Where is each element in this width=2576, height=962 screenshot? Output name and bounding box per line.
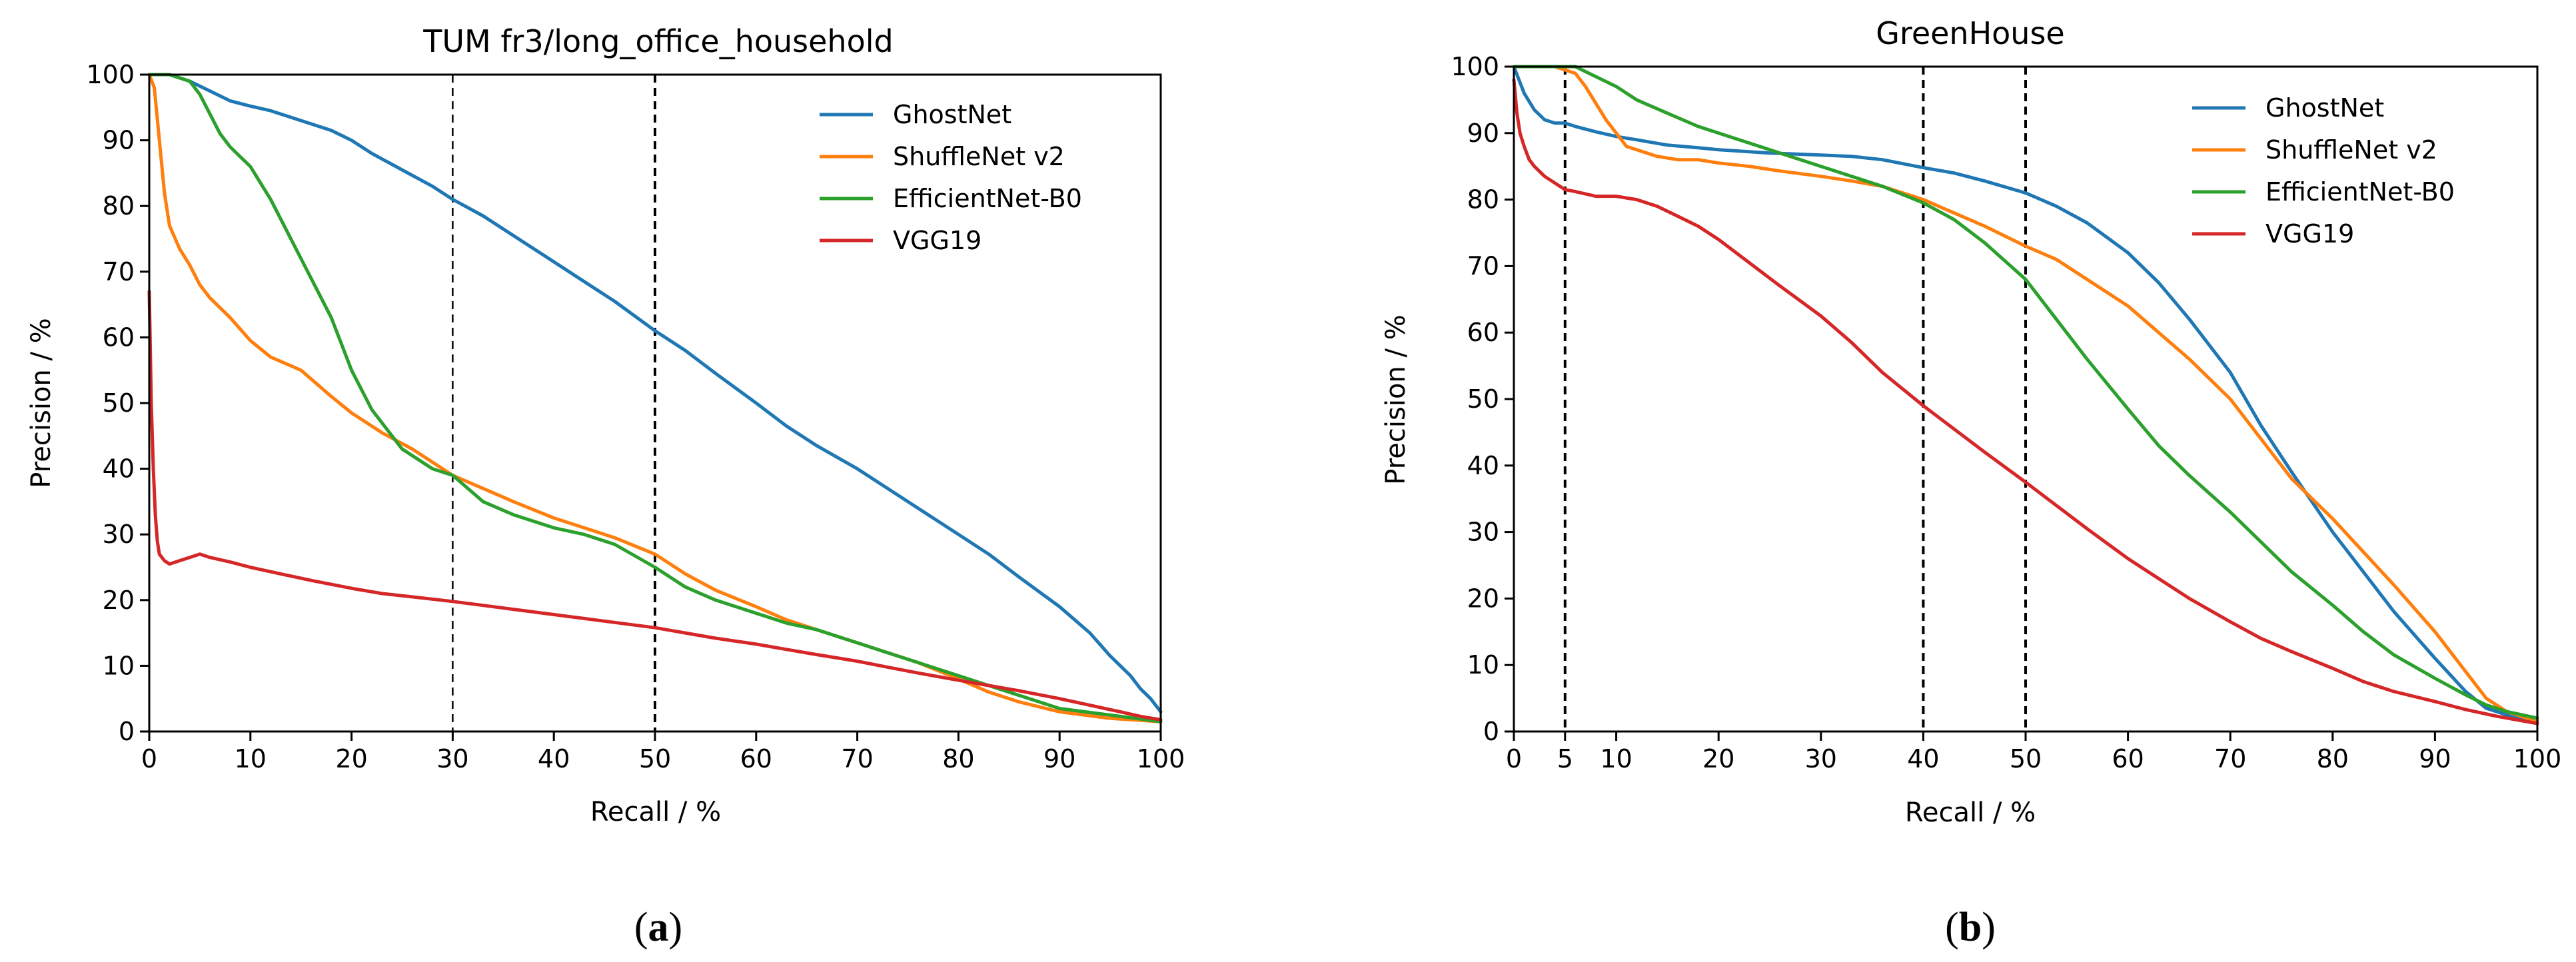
chart-b-xlabel: Recall / % <box>1905 797 2036 828</box>
chart-a-ytick-label-0: 0 <box>119 717 135 746</box>
chart-a: TUM fr3/long_office_household 0 10 20 30 40 5… <box>26 23 1185 950</box>
chart-a-ytick-label-10: 10 <box>103 651 135 680</box>
chart-b-title: GreenHouse <box>1876 15 2064 51</box>
chart-b-plot: 0 5 10 20 30 40 50 60 70 80 90 100 0 10 20 30 40 50 60 70 80… <box>1451 52 2561 773</box>
chart-b-ytick-label-100: 100 <box>1451 52 1499 81</box>
chart-b-ytick-label-90: 90 <box>1467 119 1499 148</box>
chart-b-legend-label-efficientnet-b0: EfficientNet-B0 <box>2265 177 2455 207</box>
chart-b-panel-label: (b) <box>1945 905 1996 950</box>
chart-a-legend-label-ghostnet: GhostNet <box>893 100 1011 129</box>
chart-b-xtick-label-20: 20 <box>1702 744 1734 773</box>
chart-a-xtick-label-10: 10 <box>235 744 267 773</box>
chart-b-ytick-label-80: 80 <box>1467 185 1499 215</box>
chart-a-ylabel: Precision / % <box>26 318 57 488</box>
chart-a-panel-label: (a) <box>634 905 682 950</box>
chart-a-xtick-label-0: 0 <box>141 744 157 773</box>
chart-a-xtick-label-20: 20 <box>335 744 367 773</box>
chart-b-ytick-label-0: 0 <box>1483 717 1499 746</box>
chart-a-ytick-label-60: 60 <box>103 322 135 352</box>
chart-b-series-shufflenet-v2 <box>1512 65 2539 723</box>
chart-a-legend-label-vgg19: VGG19 <box>893 226 981 255</box>
chart-b-xtick-label-90: 90 <box>2419 744 2451 773</box>
chart-a-ytick-label-20: 20 <box>103 586 135 615</box>
chart-a-series-ghostnet <box>147 73 1163 714</box>
chart-a-xlabel: Recall / % <box>590 797 721 827</box>
chart-b-ytick-label-20: 20 <box>1467 584 1499 613</box>
chart-b-legend: GhostNet ShuffleNet v2 EfficientNet-B0 VGG1… <box>2192 93 2455 248</box>
chart-b: GreenHouse 0 5 10 20 30 40 50 60 70 80 90 100 0 10 20 3… <box>1381 15 2561 950</box>
chart-b-ytick-label-30: 30 <box>1467 518 1499 547</box>
chart-b-xtick-label-0: 0 <box>1506 744 1522 773</box>
chart-a-legend-label-shufflenet-v2: ShuffleNet v2 <box>893 142 1065 171</box>
chart-b-xtick-label-5: 5 <box>1557 744 1573 773</box>
chart-a-ytick-label-70: 70 <box>103 257 135 286</box>
chart-b-ylabel: Precision / % <box>1381 314 1411 484</box>
chart-a-xtick-label-80: 80 <box>942 744 974 773</box>
chart-b-panel-letter: b <box>1959 905 1982 950</box>
chart-b-xtick-label-30: 30 <box>1805 744 1837 773</box>
chart-b-xtick-label-50: 50 <box>2010 744 2042 773</box>
chart-a-xtick-label-50: 50 <box>639 744 671 773</box>
chart-b-legend-label-shufflenet-v2: ShuffleNet v2 <box>2265 135 2437 165</box>
chart-b-xtick-label-40: 40 <box>1907 744 1939 773</box>
chart-b-panel-open: ( <box>1945 905 1959 950</box>
chart-b-xtick-label-70: 70 <box>2214 744 2246 773</box>
chart-b-xtick-label-10: 10 <box>1600 744 1632 773</box>
chart-b-legend-label-vgg19: VGG19 <box>2265 219 2354 248</box>
chart-a-xtick-label-60: 60 <box>740 744 772 773</box>
chart-a-legend: GhostNet ShuffleNet v2 EfficientNet-B0 VGG1… <box>820 100 1082 255</box>
chart-a-series-vgg19 <box>147 289 1163 722</box>
chart-b-legend-label-ghostnet: GhostNet <box>2265 93 2384 123</box>
chart-a-xtick-label-100: 100 <box>1137 744 1185 773</box>
chart-a-plot: 0 10 20 30 40 50 60 70 80 90 100 0 10 20 30 40 50 60 70 80 9… <box>86 60 1185 773</box>
chart-a-xtick-label-30: 30 <box>436 744 468 773</box>
chart-b-series-ghostnet <box>1512 65 2539 723</box>
chart-a-panel-close: ) <box>669 905 683 950</box>
chart-b-series-efficientnet-b0 <box>1512 65 2539 720</box>
chart-a-title: TUM fr3/long_office_household <box>422 23 893 59</box>
chart-a-ytick-label-80: 80 <box>103 191 135 221</box>
chart-b-ytick-label-50: 50 <box>1467 384 1499 414</box>
chart-a-ytick-label-50: 50 <box>103 388 135 418</box>
chart-a-ytick-label-30: 30 <box>103 520 135 549</box>
chart-b-ytick-label-10: 10 <box>1467 650 1499 680</box>
chart-b-xtick-label-100: 100 <box>2513 744 2562 773</box>
chart-a-panel-letter: a <box>648 905 669 950</box>
chart-a-legend-label-efficientnet-b0: EfficientNet-B0 <box>893 184 1082 213</box>
chart-a-series-efficientnet-b0 <box>147 73 1163 723</box>
chart-a-ytick-label-90: 90 <box>103 126 135 155</box>
chart-a-ytick-label-100: 100 <box>86 60 135 89</box>
chart-b-ytick-label-60: 60 <box>1467 318 1499 347</box>
chart-a-ytick-label-40: 40 <box>103 454 135 484</box>
chart-b-ytick-label-40: 40 <box>1467 451 1499 480</box>
chart-a-xtick-label-70: 70 <box>841 744 873 773</box>
chart-b-panel-close: ) <box>1982 905 1996 950</box>
chart-b-series-vgg19 <box>1512 78 2539 725</box>
chart-a-panel-open: ( <box>634 905 648 950</box>
chart-b-ytick-label-70: 70 <box>1467 251 1499 280</box>
chart-b-xtick-label-60: 60 <box>2112 744 2144 773</box>
chart-a-xtick-label-40: 40 <box>538 744 570 773</box>
chart-b-xtick-label-80: 80 <box>2317 744 2349 773</box>
chart-a-xtick-label-90: 90 <box>1043 744 1075 773</box>
